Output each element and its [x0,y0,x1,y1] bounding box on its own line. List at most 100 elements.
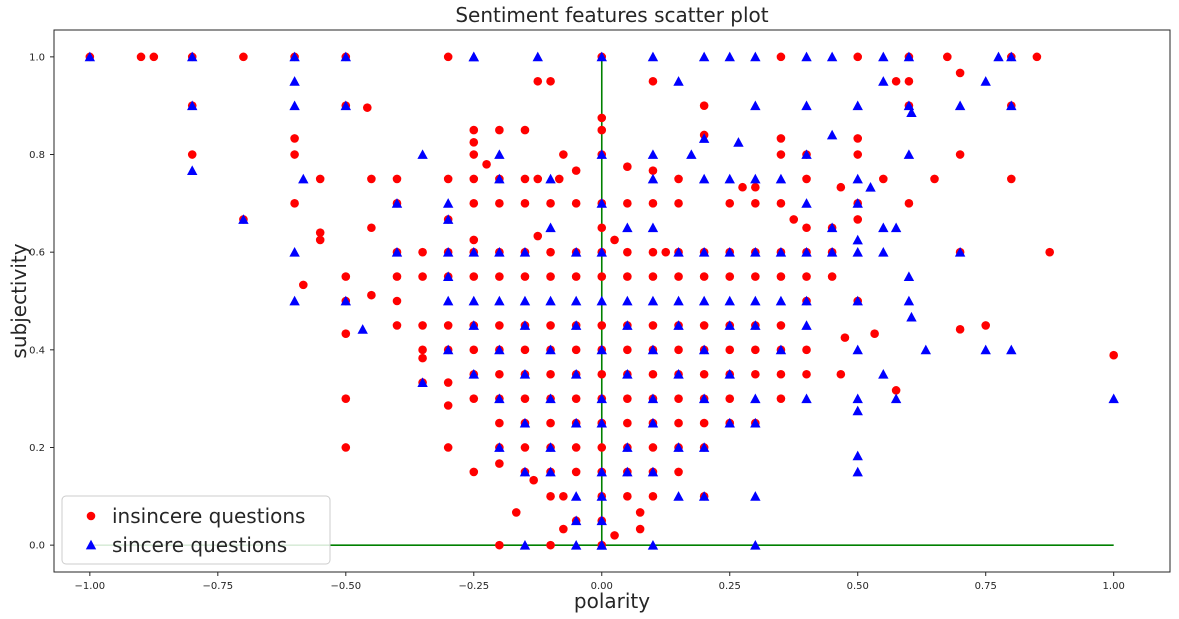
insincere-point [776,134,786,143]
sincere-point [647,51,659,62]
insincere-point [136,52,146,62]
sincere-point [801,149,812,159]
sincere-point [417,149,428,159]
legend-marker-insincere [86,511,96,521]
sincere-point [801,100,812,111]
insincere-point [520,443,530,452]
insincere-point [802,174,811,184]
sincere-point [775,173,787,184]
sincere-point [724,369,735,379]
sincere-point [686,149,697,159]
insincere-point [674,174,683,184]
insincere-point [725,394,735,403]
insincere-point [367,174,376,184]
sincere-point [289,246,300,257]
insincere-point [674,199,683,208]
insincere-point [955,325,965,334]
sincere-point [340,295,351,306]
plot-area [53,29,1171,573]
insincere-point [290,134,299,143]
insincere-point [776,394,786,403]
insincere-point [546,272,555,281]
sincere-point [596,539,607,550]
insincere-point [699,418,709,428]
insincere-point [520,174,530,184]
sincere-point [468,51,479,62]
sincere-point [340,51,351,62]
sincere-point [238,214,249,224]
insincere-point [533,174,543,184]
sincere-point [852,100,863,111]
insincere-point [341,272,351,281]
insincere-point [623,272,632,281]
insincere-point [648,369,658,379]
sincere-point [570,246,582,257]
insincere-point [392,174,402,184]
legend-label-insincere: insincere questions [112,504,305,528]
insincere-point [520,345,530,355]
sincere-point [647,417,659,428]
insincere-point [392,321,402,330]
legend-marker-sincere [85,539,97,550]
insincere-point [520,199,530,208]
sincere-point [750,417,761,428]
insincere-point [443,174,453,184]
x-tick-label: −0.50 [330,581,361,592]
sincere-point [647,295,659,306]
insincere-point [495,369,504,379]
insincere-point [623,162,632,172]
insincere-point [546,247,555,257]
insincere-point [623,247,632,257]
insincere-point [776,272,786,281]
insincere-point [546,492,555,501]
sincere-point [442,271,454,282]
insincere-point [443,378,453,387]
sincere-point [187,165,198,176]
sincere-point [545,442,556,452]
insincere-point [597,272,607,281]
insincere-point [751,182,760,192]
insincere-point [751,345,760,355]
insincere-point [836,182,846,192]
series-sincere [84,51,1119,550]
sincere-point [596,295,607,306]
insincere-point [443,401,453,410]
insincere-point [776,199,786,208]
sincere-point [519,295,531,306]
sincere-point [954,246,966,257]
sincere-point [954,100,966,111]
insincere-point [559,524,568,534]
insincere-point [853,150,863,159]
x-tick-label: 0.00 [591,581,613,592]
sincere-point [775,344,787,355]
sincere-point [340,100,351,111]
insincere-point [469,125,479,135]
insincere-point [571,443,581,452]
insincere-point [469,138,479,147]
insincere-point [529,475,538,485]
insincere-point [546,540,555,550]
sincere-point [698,246,710,257]
sincere-point [698,173,710,184]
insincere-point [597,125,607,135]
sincere-point [494,344,505,355]
insincere-point [610,531,619,540]
sincere-point [519,539,531,550]
y-tick-label: 0.0 [29,541,45,552]
insincere-point [955,150,965,159]
insincere-point [827,272,837,281]
sincere-point [647,173,659,184]
insincere-point [1007,174,1016,184]
sincere-point [878,51,889,62]
sincere-point [187,51,198,62]
sincere-point [545,393,556,404]
insincere-point [443,443,453,452]
sincere-point [724,295,735,306]
sincere-point [570,491,582,501]
insincere-point [443,52,453,62]
sincere-point [750,295,761,306]
sincere-point [724,51,735,62]
sincere-point [1108,393,1119,404]
insincere-point [597,369,607,379]
